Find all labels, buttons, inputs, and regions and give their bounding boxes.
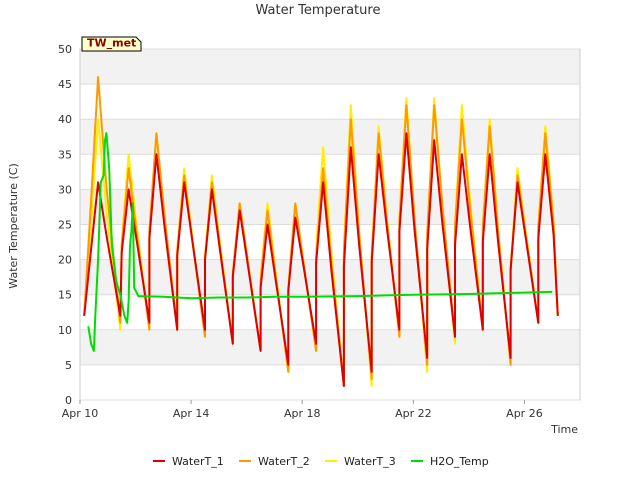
series-lines [83,76,559,387]
y-tick-label: 10 [58,324,72,337]
y-tick-label: 45 [58,78,72,91]
y-tick-label: 40 [58,113,72,126]
series-line-h2o_temp [87,132,553,352]
legend-label: WaterT_1 [172,455,224,468]
y-tick-label: 5 [65,359,72,372]
x-tick-label: Apr 14 [173,407,210,420]
chart-title: Water Temperature [256,3,381,18]
legend-item: WaterT_3 [325,455,396,468]
legend-item: WaterT_2 [239,455,310,468]
background-band [80,364,580,400]
background-band [80,119,580,155]
background-band [80,84,580,120]
y-tick-label: 25 [58,219,72,232]
background-band [80,154,580,190]
x-tick-label: Apr 26 [506,407,543,420]
legend-item: WaterT_1 [153,455,224,468]
x-tick-label: Apr 18 [284,407,321,420]
background-band [80,329,580,365]
x-tick-label: Apr 22 [395,407,432,420]
y-tick-label: 30 [58,183,72,196]
tw-met-badge: TW_met [81,36,142,52]
legend-label: H2O_Temp [430,455,489,468]
legend-label: WaterT_3 [344,455,396,468]
legend-item: H2O_Temp [411,455,489,468]
x-tick-label: Apr 10 [62,407,99,420]
x-axis-label: Time [550,423,578,436]
y-tick-label: 15 [58,289,72,302]
y-tick-label: 20 [58,254,72,267]
legend-label: WaterT_2 [258,455,310,468]
badge-text: TW_met [87,37,136,50]
y-axis-ticks: 0 5 10 15 20 25 30 35 40 45 50 [58,43,72,407]
series-line-watert_1 [83,132,559,387]
legend: WaterT_1 WaterT_2 WaterT_3 H2O_Temp [153,455,489,468]
background-band [80,189,580,225]
y-tick-label: 50 [58,43,72,56]
badge-box [81,36,142,52]
y-tick-label: 0 [65,394,72,407]
background-band [80,49,580,85]
background-band [80,294,580,330]
y-tick-label: 35 [58,148,72,161]
x-axis-ticks: Apr 10 Apr 14 Apr 18 Apr 22 Apr 26 [62,400,543,420]
y-axis-label: Water Temperature (C) [7,163,20,288]
